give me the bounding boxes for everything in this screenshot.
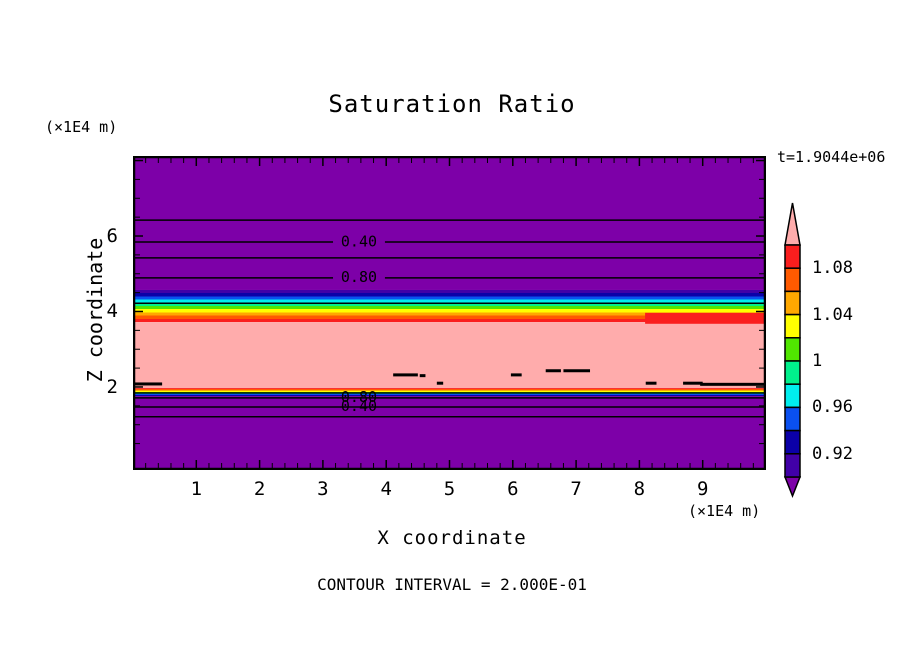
colorbar-segment <box>784 406 801 432</box>
x-tick-label: 2 <box>253 478 266 500</box>
contour-value-label: 0.80 <box>341 268 377 286</box>
colorbar-tick-label: 1.08 <box>812 258 853 279</box>
x-tick-label: 4 <box>380 478 392 500</box>
contour-patch <box>545 369 561 373</box>
contour-patch <box>393 373 418 377</box>
z-tick-label: 2 <box>106 375 118 398</box>
chart-title: Saturation Ratio <box>328 90 576 118</box>
colorbar <box>783 202 802 499</box>
x-axis-units-label: (×1E4 m) <box>688 502 761 520</box>
colorbar-segment <box>784 290 801 316</box>
fill-band <box>133 156 766 290</box>
colorbar-over-arrow <box>784 202 801 246</box>
x-tick-label: 9 <box>696 478 709 500</box>
x-tick-label: 3 <box>317 478 329 500</box>
contour-patch <box>134 382 163 386</box>
colorbar-segment <box>784 360 801 385</box>
colorbar-segment <box>784 429 801 455</box>
colorbar-segment <box>784 337 801 362</box>
z-tick-label: 6 <box>106 225 118 247</box>
contour-interval-label: CONTOUR INTERVAL = 2.000E-01 <box>317 575 587 594</box>
colorbar-tick-label: 1 <box>812 351 823 371</box>
fill-band <box>133 388 766 397</box>
contour-patch <box>563 369 591 373</box>
x-tick-label: 5 <box>443 478 456 500</box>
x-tick-label: 8 <box>633 478 646 500</box>
time-annotation: t=1.9044e+06 <box>777 148 886 166</box>
contour-value-label: 0.40 <box>341 232 377 250</box>
contour-value-label: 0.40 <box>341 397 377 415</box>
z-tick-label: 4 <box>106 300 118 323</box>
colorbar-tick-label: 1.04 <box>812 304 853 325</box>
contour-patch <box>700 382 766 386</box>
colorbar-segment <box>784 244 801 269</box>
colorbar-tick-label: 0.92 <box>812 443 853 464</box>
z-axis-units-label: (×1E4 m) <box>45 118 118 136</box>
fill-band <box>133 396 766 470</box>
colorbar-segment <box>784 453 801 478</box>
plot-area: 0.40 0.80 0.80 0.40 <box>133 156 766 470</box>
plot-border <box>133 156 766 470</box>
contour-patch <box>683 381 703 385</box>
colorbar-under-arrow <box>783 476 802 499</box>
contour-patch <box>645 312 766 324</box>
contour-value-label: 0.80 <box>341 388 377 406</box>
x-axis-title: X coordinate <box>377 527 527 549</box>
x-tick-label: 6 <box>507 478 519 500</box>
x-tick-label: 1 <box>190 478 203 500</box>
colorbar-segment <box>784 313 801 339</box>
colorbar-tick-label: 0.96 <box>812 397 853 418</box>
contour-patch <box>436 381 444 385</box>
contour-plot-svg: 0.400.800.800.40 <box>133 156 766 470</box>
contour-patch <box>510 373 522 377</box>
x-tick-label: 7 <box>570 478 582 500</box>
contour-patch <box>419 374 426 378</box>
colorbar-segment <box>784 267 801 293</box>
fill-band <box>133 322 766 389</box>
contour-patch <box>645 381 657 385</box>
colorbar-segment <box>784 383 801 409</box>
